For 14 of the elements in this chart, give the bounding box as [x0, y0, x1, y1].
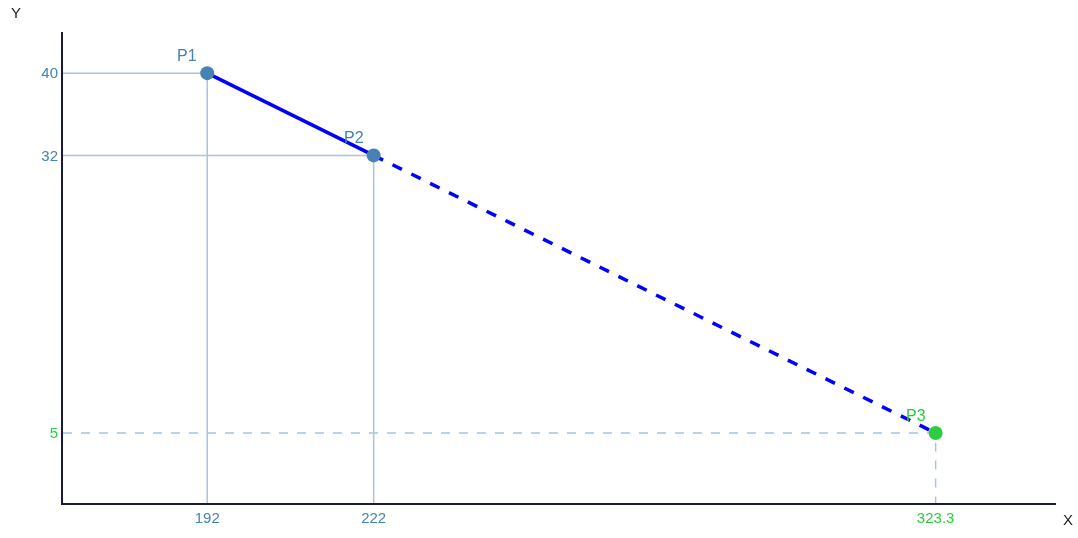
y-tick-label: 40	[41, 64, 58, 82]
point	[200, 66, 215, 81]
y-tick-label: 32	[41, 146, 58, 164]
y-axis-title: Y	[11, 4, 22, 21]
x-axis-title: X	[1063, 511, 1074, 528]
annotation: P1	[177, 47, 197, 64]
annotation: P3	[906, 407, 926, 424]
x-tick-label: 222	[361, 509, 387, 526]
annotation: P2	[344, 129, 364, 146]
point	[366, 148, 381, 163]
point	[928, 426, 943, 441]
x-tick-label: 323.3	[916, 509, 955, 526]
y-tick-label: 5	[49, 424, 58, 442]
x-tick-label: 192	[194, 509, 220, 526]
